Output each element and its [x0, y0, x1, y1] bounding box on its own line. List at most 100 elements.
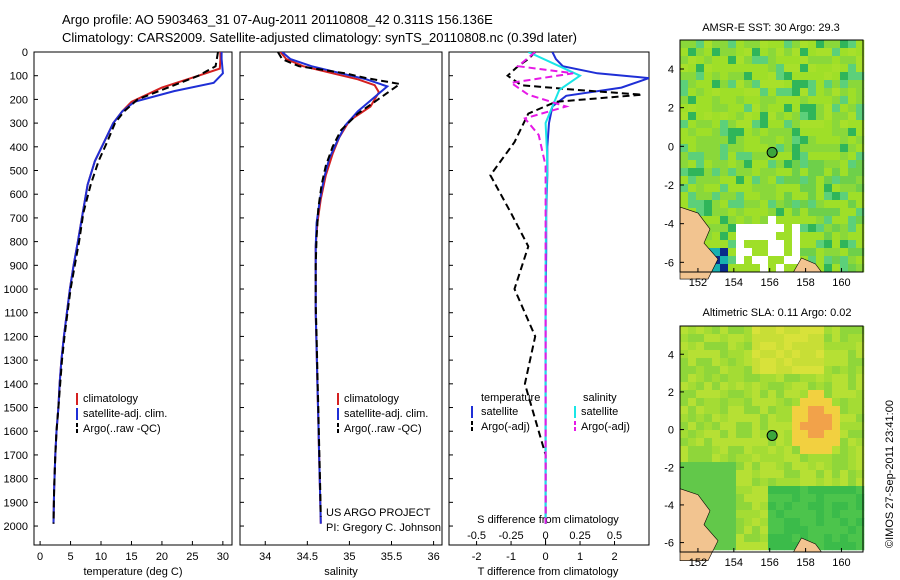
map-grid-cell [792, 160, 801, 169]
map-grid-cell [856, 208, 865, 217]
map-grid-cell [856, 494, 865, 503]
map-grid-cell [840, 72, 849, 81]
map-grid-cell [744, 430, 753, 439]
map-grid-cell [760, 478, 769, 487]
map-grid-cell [752, 72, 761, 81]
map-grid-cell [808, 160, 817, 169]
map-grid-cell [792, 96, 801, 105]
map-grid-cell [800, 240, 809, 249]
map-grid-cell [808, 232, 817, 241]
map-grid-cell [848, 176, 857, 185]
map-grid-cell [768, 264, 777, 273]
map-grid-cell [752, 430, 761, 439]
map-grid-cell [816, 414, 825, 423]
map-grid-cell [720, 334, 729, 343]
map-grid-cell [704, 240, 713, 249]
map-grid-cell [784, 232, 793, 241]
map-grid-cell [704, 40, 713, 49]
map-grid-cell [856, 184, 865, 193]
map-grid-cell [800, 64, 809, 73]
temperature-panel: temperature (deg C) climatology satellit… [33, 51, 233, 578]
map-grid-cell [752, 160, 761, 169]
map-grid-cell [792, 88, 801, 97]
map-grid-cell [832, 144, 841, 153]
map-grid-cell [752, 152, 761, 161]
map-grid-cell [824, 326, 833, 335]
map-grid-cell [816, 80, 825, 89]
map-grid-cell [808, 510, 817, 519]
map-grid-cell [704, 366, 713, 375]
map-grid-cell [696, 470, 705, 479]
map-grid-cell [776, 414, 785, 423]
map-grid-cell [776, 374, 785, 383]
map-grid-cell [800, 510, 809, 519]
map-grid-cell [792, 56, 801, 65]
map-grid-cell [848, 120, 857, 129]
map-grid-cell [792, 494, 801, 503]
map-grid-cell [736, 326, 745, 335]
map-grid-cell [728, 112, 737, 121]
map-grid-cell [840, 168, 849, 177]
map-grid-cell [720, 494, 729, 503]
map-grid-cell [800, 216, 809, 225]
map-grid-cell [720, 88, 729, 97]
map-grid-cell [824, 200, 833, 209]
map-grid-cell [704, 72, 713, 81]
map-grid-cell [760, 248, 769, 257]
map-grid-cell [760, 406, 769, 415]
map-grid-cell [808, 454, 817, 463]
depth-tick-label: 1700 [4, 450, 28, 462]
map-grid-cell [704, 152, 713, 161]
map-grid-cell [768, 470, 777, 479]
depth-tick-label: 800 [10, 237, 28, 249]
map-grid-cell [816, 192, 825, 201]
map-grid-cell [848, 144, 857, 153]
x-tick-label: 34.5 [297, 551, 318, 563]
map-grid-cell [728, 168, 737, 177]
map-grid-cell [728, 406, 737, 415]
map-grid-cell [744, 88, 753, 97]
map-grid-cell [824, 136, 833, 145]
map-grid-cell [696, 96, 705, 105]
x-tick-label: 35 [343, 551, 355, 563]
map-grid-cell [728, 80, 737, 89]
map-grid-cell [784, 422, 793, 431]
map-grid-cell [800, 248, 809, 257]
map-grid-cell [824, 398, 833, 407]
map-grid-cell [856, 168, 865, 177]
map-grid-cell [688, 72, 697, 81]
map-grid-cell [728, 486, 737, 495]
map-grid-cell [816, 200, 825, 209]
map-grid-cell [688, 56, 697, 65]
map-grid-cell [680, 96, 689, 105]
map-grid-cell [808, 478, 817, 487]
map-grid-cell [680, 128, 689, 137]
map-grid-cell [760, 446, 769, 455]
map-grid-cell [816, 216, 825, 225]
map-grid-cell [856, 232, 865, 241]
map-grid-cell [784, 152, 793, 161]
map-grid-cell [784, 216, 793, 225]
map-grid-cell [848, 510, 857, 519]
map-grid-cell [848, 56, 857, 65]
map-grid-cell [688, 104, 697, 113]
map-grid-cell [680, 382, 689, 391]
map-grid-cell [776, 192, 785, 201]
map-grid-cell [832, 382, 841, 391]
map-grid-cell [696, 48, 705, 57]
map-grid-cell [808, 248, 817, 257]
map-grid-cell [728, 232, 737, 241]
map-grid-cell [832, 486, 841, 495]
map-grid-cell [696, 382, 705, 391]
map-grid-cell [712, 112, 721, 121]
map-frame [679, 325, 864, 553]
depth-tick-label: 100 [10, 71, 28, 83]
map-grid-cell [696, 326, 705, 335]
map-grid-cell [800, 486, 809, 495]
map-grid-cell [824, 542, 833, 551]
map-grid-cell [824, 64, 833, 73]
map-grid-cell [712, 232, 721, 241]
map-grid-cell [832, 542, 841, 551]
map-grid-cell [736, 470, 745, 479]
map-grid-cell [744, 72, 753, 81]
